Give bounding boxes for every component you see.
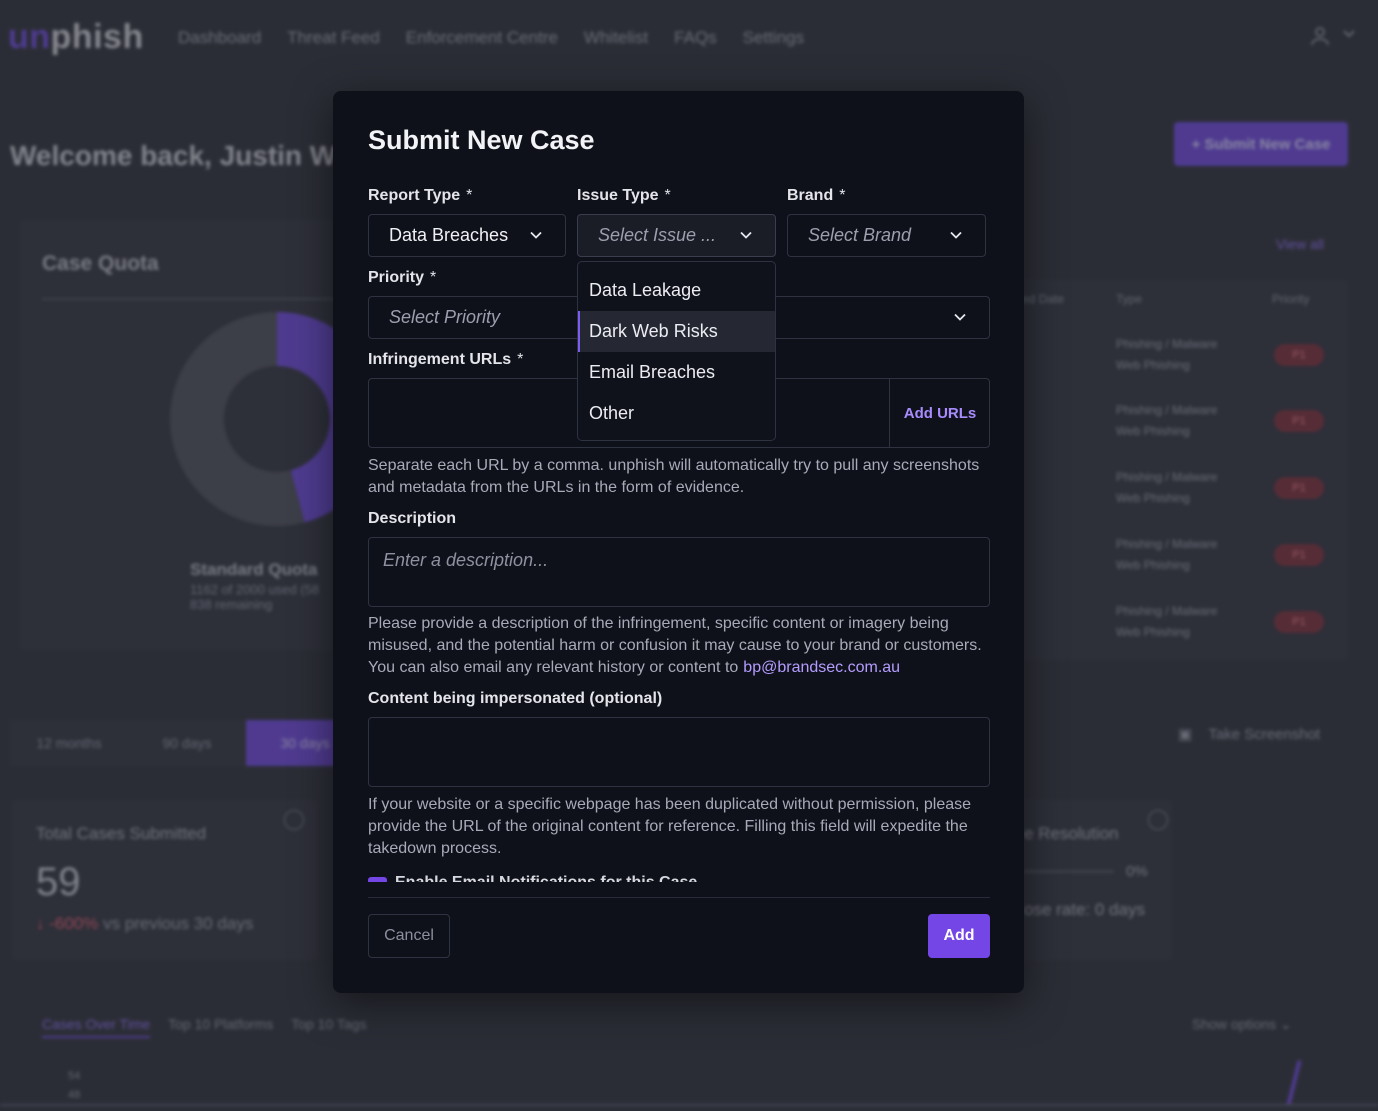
divider: [42, 298, 342, 300]
date-range-tabs: 12 months 90 days 30 days: [10, 720, 364, 766]
quota-used: 1162 of 2000 used (58: [190, 582, 320, 597]
content-impersonated-textarea[interactable]: [368, 717, 990, 787]
nav-menu: Dashboard Threat Feed Enforcement Centre…: [178, 28, 804, 48]
chevron-down-icon: ⌄: [1279, 1016, 1292, 1032]
total-cases-card: Total Cases Submitted 59 ↓ -600% vs prev…: [12, 800, 316, 960]
view-all-link[interactable]: View all: [1276, 236, 1324, 252]
take-screenshot-button[interactable]: ▣ Take Screenshot: [1178, 726, 1321, 743]
case-quota-card: Case Quota Standard Quota 1162 of 2000 u…: [20, 220, 384, 650]
chevron-down-icon: [739, 228, 753, 242]
tab-top-10-platforms[interactable]: Top 10 Platforms: [168, 1016, 274, 1032]
description-textarea[interactable]: Enter a description...: [368, 537, 990, 607]
divider: [0, 1104, 1378, 1106]
report-type-label: Report Type *: [368, 187, 473, 204]
info-icon[interactable]: [284, 810, 304, 830]
priority-badge: P1: [1274, 410, 1324, 432]
column-header-priority: Priority: [1272, 292, 1310, 306]
priority-badge: P1: [1274, 477, 1324, 499]
table-row[interactable]: Phishing / Malware Web Phishing: [1116, 403, 1218, 438]
axis-tick: 48: [68, 1089, 81, 1101]
chevron-down-icon: [529, 228, 543, 242]
content-impersonated-label: Content being impersonated (optional): [368, 690, 663, 707]
issue-type-dropdown: Data Leakage Dark Web Risks Email Breach…: [577, 261, 776, 441]
priority-badge: P1: [1274, 544, 1324, 566]
add-button[interactable]: Add: [928, 914, 990, 958]
show-options-dropdown[interactable]: Show options ⌄: [1192, 1016, 1292, 1032]
chevron-down-icon: [949, 228, 963, 242]
table-row[interactable]: Phishing / Malware Web Phishing: [1116, 470, 1218, 505]
table-row[interactable]: Phishing / Malware Web Phishing: [1116, 604, 1218, 639]
quota-label: Standard Quota: [190, 560, 318, 579]
chart-line: [1286, 1060, 1302, 1106]
stat-title: Total Cases Submitted: [36, 824, 207, 843]
brand-label: Brand *: [787, 187, 846, 204]
recent-cases-table: [1020, 280, 1348, 660]
resolution-rate: ose rate: 0 days: [1024, 900, 1145, 919]
stat-value: 59: [36, 860, 81, 904]
arrow-down-icon: ↓: [36, 914, 45, 933]
email-notifications-label: Enable Email Notifications for this Case: [395, 874, 697, 882]
priority-label: Priority *: [368, 269, 437, 286]
modal-title: Submit New Case: [368, 125, 595, 155]
divider: [889, 378, 890, 448]
priority-badge: P1: [1274, 344, 1324, 366]
support-email-link[interactable]: bp@brandsec.com.au: [743, 659, 901, 676]
user-icon[interactable]: [1310, 26, 1330, 52]
description-label: Description: [368, 510, 457, 527]
tab-90-days[interactable]: 90 days: [128, 720, 246, 766]
email-notifications-checkbox[interactable]: [368, 877, 387, 882]
column-header-type: Type: [1116, 292, 1143, 306]
option-dark-web-risks[interactable]: Dark Web Risks: [578, 311, 775, 352]
add-urls-button[interactable]: Add URLs: [903, 404, 977, 422]
unphish-logo[interactable]: unphish: [8, 18, 144, 56]
nav-item-dashboard[interactable]: Dashboard: [178, 28, 262, 47]
tab-top-10-tags[interactable]: Top 10 Tags: [291, 1016, 367, 1032]
tab-12-months[interactable]: 12 months: [10, 720, 128, 766]
issue-type-label: Issue Type *: [577, 187, 671, 204]
top-nav: unphish Dashboard Threat Feed Enforcemen…: [0, 0, 1378, 78]
cancel-button[interactable]: Cancel: [368, 914, 450, 958]
submit-new-case-button[interactable]: + Submit New Case: [1174, 122, 1348, 166]
nav-item-settings[interactable]: Settings: [742, 28, 805, 47]
camera-icon: ▣: [1178, 726, 1193, 743]
case-quota-title: Case Quota: [42, 252, 159, 275]
quota-usage: 1162 of 2000 used (58 838 remaining: [190, 582, 319, 612]
report-type-select[interactable]: Data Breaches: [368, 214, 566, 257]
brand-select[interactable]: Select Brand: [787, 214, 986, 257]
nav-item-enforcement-centre[interactable]: Enforcement Centre: [405, 28, 558, 47]
resolution-progress-bar: [1024, 870, 1114, 873]
option-other[interactable]: Other: [589, 403, 635, 423]
content-help-text: If your website or a specific webpage ha…: [368, 796, 972, 857]
stat-delta: ↓ -600% vs previous 30 days: [36, 914, 254, 933]
nav-item-whitelist[interactable]: Whitelist: [583, 28, 649, 47]
priority-badge: P1: [1274, 611, 1324, 633]
info-icon[interactable]: [1148, 810, 1168, 830]
tab-cases-over-time[interactable]: Cases Over Time: [42, 1016, 151, 1038]
welcome-heading: Welcome back, Justin Wi: [10, 140, 344, 171]
nav-item-faqs[interactable]: FAQs: [674, 28, 717, 47]
option-data-leakage[interactable]: Data Leakage: [589, 280, 702, 300]
resolution-percent: 0%: [1126, 863, 1148, 880]
column-header-date: ed Date: [1022, 292, 1065, 306]
axis-tick: 54: [68, 1070, 81, 1082]
description-help-text: Please provide a description of the infr…: [368, 615, 982, 676]
user-menu-chevron-icon[interactable]: [1342, 26, 1356, 45]
table-row[interactable]: Phishing / Malware Web Phishing: [1116, 537, 1218, 572]
issue-type-select[interactable]: Select Issue ...: [577, 214, 776, 257]
urls-help-text: Separate each URL by a comma. unphish wi…: [368, 457, 980, 496]
nav-item-threat-feed[interactable]: Threat Feed: [287, 28, 380, 47]
modal-footer-divider: [368, 897, 990, 898]
infringement-urls-label: Infringement URLs *: [368, 351, 524, 368]
resolution-card: [1020, 800, 1172, 960]
option-email-breaches[interactable]: Email Breaches: [589, 362, 716, 382]
submit-case-modal: Submit New Case Report Type * Data Breach…: [333, 91, 1024, 993]
quota-remaining: 838 remaining: [190, 597, 273, 612]
chevron-down-icon: [953, 310, 967, 324]
chart-tabs: Cases Over Time Top 10 Platforms Top 10 …: [42, 1016, 366, 1038]
table-row[interactable]: Phishing / Malware Web Phishing: [1116, 337, 1218, 372]
resolution-title: e Resolution: [1024, 824, 1119, 843]
